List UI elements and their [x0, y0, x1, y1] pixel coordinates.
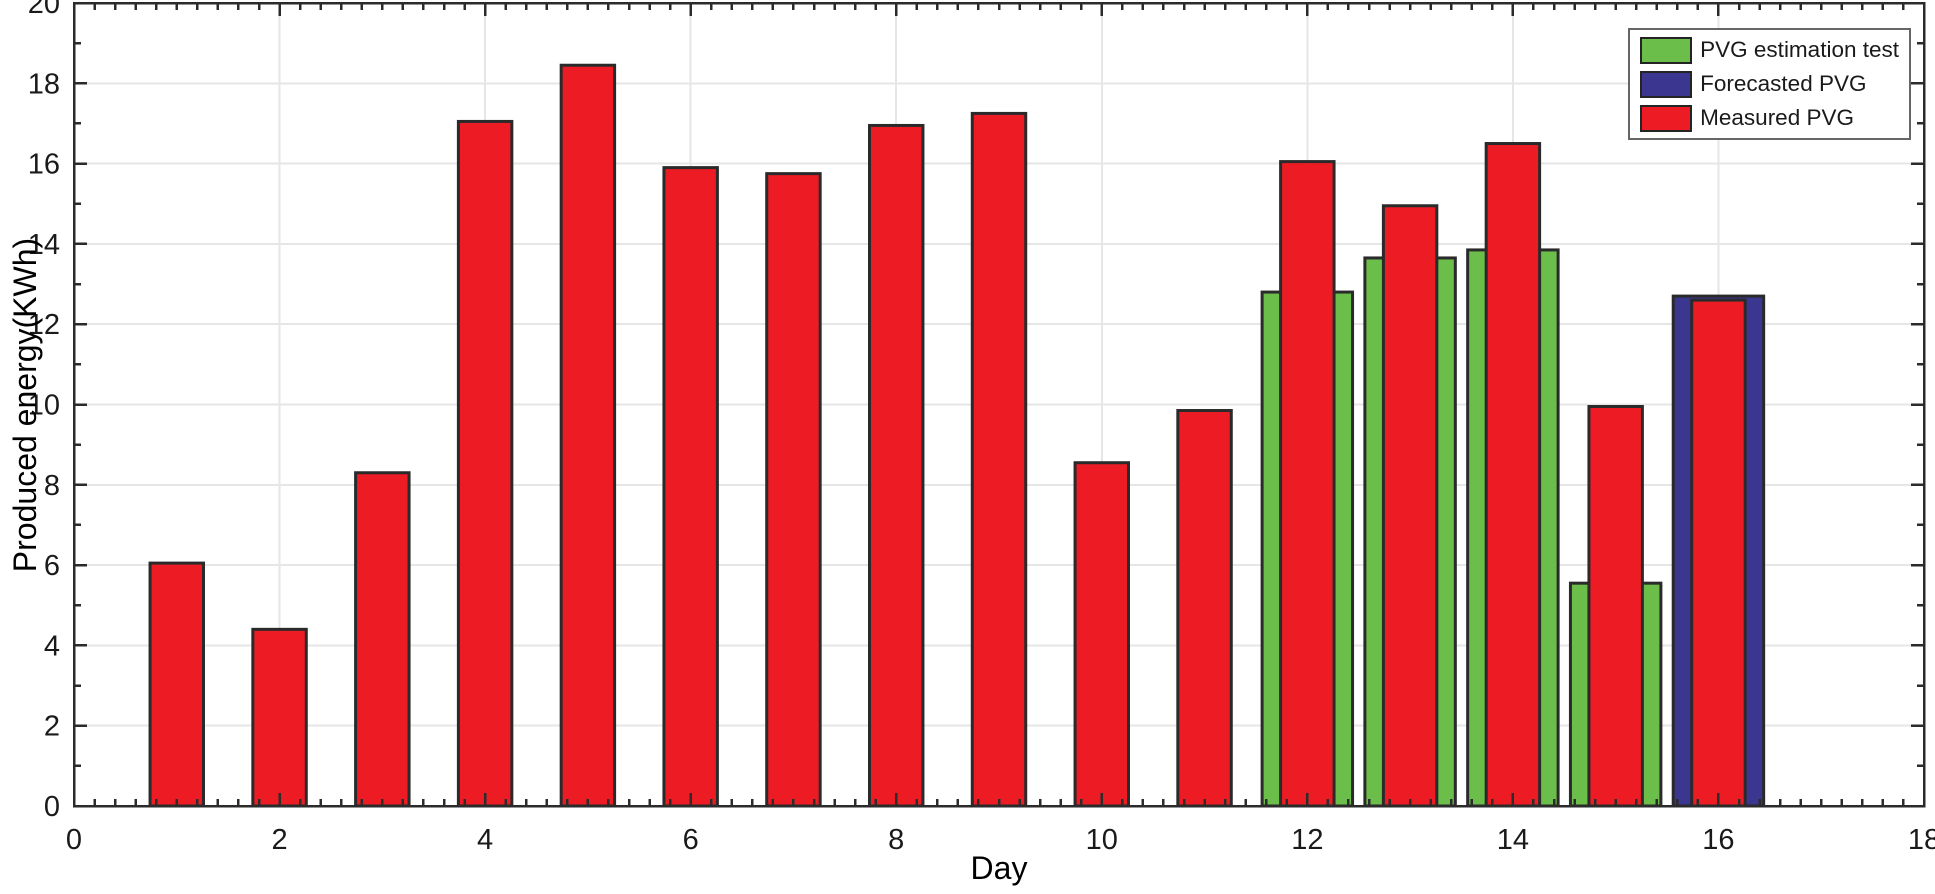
x-tick-label-6: 6	[683, 824, 699, 856]
bar-measured-pvg-day-15	[1587, 405, 1644, 808]
x-tick-label-18: 18	[1908, 824, 1935, 856]
y-tick-label-0: 0	[44, 791, 60, 823]
bar-measured-pvg-day-6	[662, 166, 719, 808]
axes-layer	[72, 1, 1926, 808]
bar-measured-pvg-day-9	[970, 111, 1028, 808]
x-tick-label-16: 16	[1702, 824, 1734, 856]
bar-measured-pvg-day-5	[559, 63, 617, 808]
legend-entry-forecasted-pvg: Forecasted PVG	[1640, 71, 1899, 98]
x-tick-label-0: 0	[66, 824, 82, 856]
y-axis-label: Produced energy(KWh)	[7, 238, 43, 572]
bar-measured-pvg-day-4	[456, 119, 514, 808]
y-tick-label-2: 2	[44, 711, 60, 743]
bar-measured-pvg-day-11	[1176, 409, 1233, 808]
y-tick-label-8: 8	[44, 470, 60, 502]
legend-swatch-forecasted-pvg	[1640, 71, 1693, 98]
bar-measured-pvg-day-2	[251, 627, 308, 808]
x-axis-label: Day	[971, 850, 1028, 886]
x-tick-label-12: 12	[1291, 824, 1323, 856]
legend-label-measured-pvg: Measured PVG	[1700, 105, 1854, 131]
bar-measured-pvg-day-13	[1381, 204, 1439, 808]
bar-measured-pvg-day-8	[868, 123, 925, 808]
y-tick-label-20: 20	[28, 0, 60, 20]
x-tick-label-8: 8	[888, 824, 904, 856]
legend: PVG estimation test Forecasted PVG Measu…	[1628, 28, 1911, 140]
y-tick-label-6: 6	[44, 550, 60, 582]
bar-measured-pvg-day-3	[354, 471, 411, 808]
y-tick-label-10: 10	[28, 390, 60, 422]
legend-label-pvg-estimation-test: PVG estimation test	[1700, 37, 1899, 63]
bars-layer	[148, 63, 1766, 808]
x-tick-label-4: 4	[477, 824, 493, 856]
legend-entry-pvg-estimation-test: PVG estimation test	[1640, 37, 1899, 64]
x-tick-label-10: 10	[1086, 824, 1118, 856]
y-tick-label-16: 16	[28, 149, 60, 181]
y-tick-label-14: 14	[28, 229, 60, 261]
bar-measured-pvg-day-12	[1279, 160, 1336, 808]
bar-measured-pvg-day-1	[148, 561, 205, 808]
legend-entry-measured-pvg: Measured PVG	[1640, 105, 1899, 132]
bar-measured-pvg-day-14	[1484, 142, 1542, 808]
y-tick-label-12: 12	[28, 309, 60, 341]
legend-swatch-measured-pvg	[1640, 105, 1693, 132]
legend-label-forecasted-pvg: Forecasted PVG	[1700, 71, 1867, 97]
x-tick-label-14: 14	[1497, 824, 1529, 856]
tick-label-layer: 0 2 4 6 8 10 12 14 16 18 0 2 4 6 8 10 12 14 16 18 20	[28, 0, 1935, 856]
bar-measured-pvg-day-16	[1690, 298, 1747, 808]
bar-measured-pvg-day-7	[765, 172, 822, 808]
y-tick-label-18: 18	[28, 68, 60, 100]
y-tick-label-4: 4	[44, 630, 60, 662]
x-tick-label-2: 2	[271, 824, 287, 856]
bar-measured-pvg-day-10	[1073, 461, 1130, 808]
legend-swatch-pvg-estimation-test	[1640, 37, 1693, 64]
